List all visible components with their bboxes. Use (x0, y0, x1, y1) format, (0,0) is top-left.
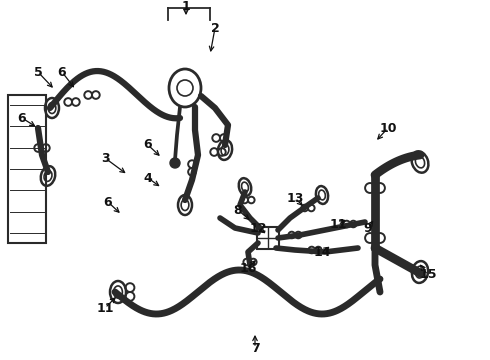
Text: 11: 11 (329, 219, 347, 231)
Text: 13: 13 (286, 192, 304, 204)
Text: 15: 15 (419, 269, 437, 282)
Text: 6: 6 (144, 139, 152, 152)
Text: 8: 8 (234, 203, 243, 216)
Circle shape (170, 158, 180, 168)
Text: 14: 14 (313, 246, 331, 258)
Text: 6: 6 (104, 195, 112, 208)
Text: 12: 12 (249, 221, 267, 234)
Text: 9: 9 (364, 221, 372, 234)
Text: 5: 5 (34, 66, 42, 78)
Text: 16: 16 (239, 261, 257, 274)
Text: 1: 1 (182, 0, 191, 13)
Text: 6: 6 (18, 112, 26, 125)
Text: 6: 6 (58, 66, 66, 78)
Bar (8, 95, 46, 243)
Text: 2: 2 (211, 22, 220, 35)
Text: 4: 4 (144, 171, 152, 184)
Text: 3: 3 (100, 152, 109, 165)
Text: 11: 11 (96, 302, 114, 315)
Text: 7: 7 (250, 342, 259, 355)
Text: 10: 10 (379, 122, 397, 135)
